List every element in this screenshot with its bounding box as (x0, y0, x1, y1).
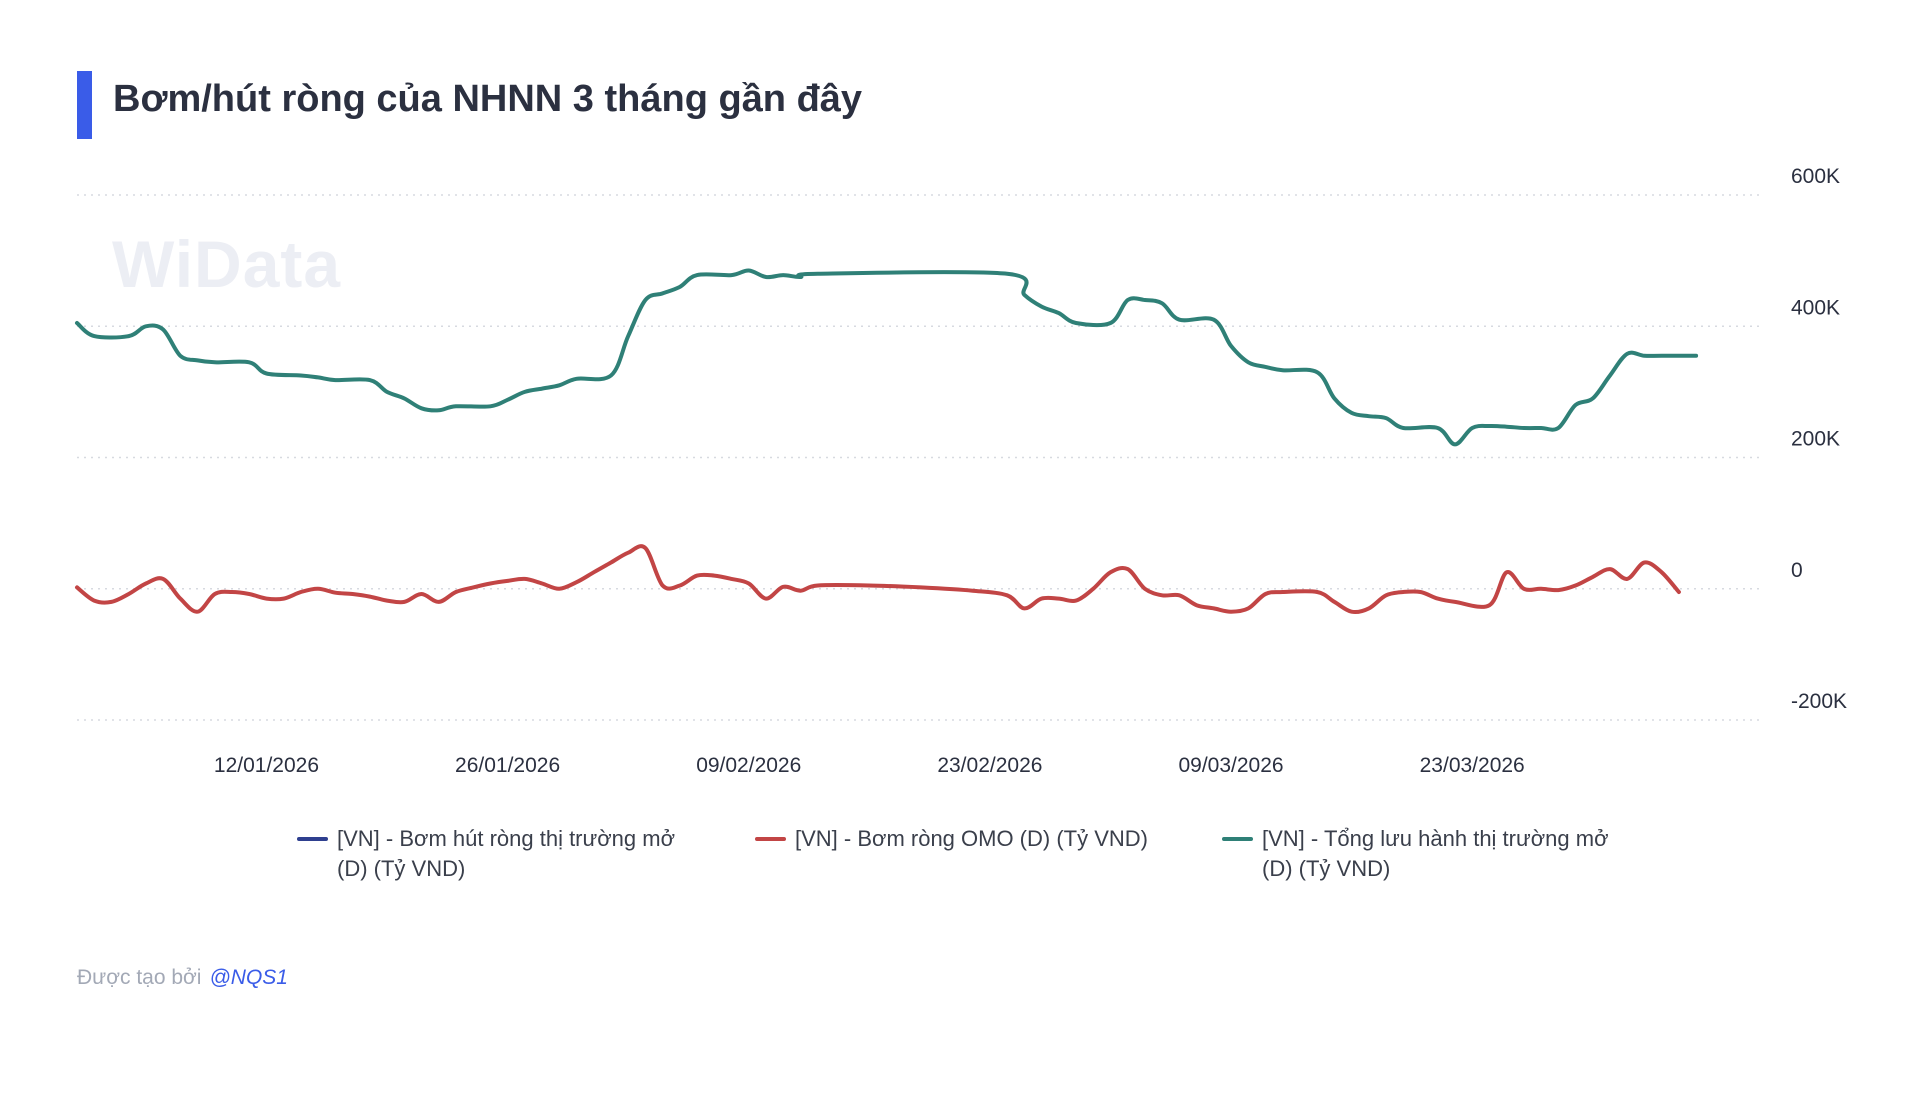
line-chart: -200K 0 200K 400K 600K 12/01/2026 26/01/2026 0… (75, 165, 1847, 777)
legend-label: [VN] - Bơm hút ròng thị trường mở (D) (T… (337, 826, 675, 881)
x-axis-labels: 12/01/2026 26/01/2026 09/02/2026 23/02/2026… (214, 754, 1525, 777)
legend-item-outstanding[interactable]: [VN] - Tổng lưu hành thị trường mở (D) (… (1222, 824, 1632, 884)
chart-title: Bơm/hút ròng của NHNN 3 tháng gần đây (113, 78, 863, 120)
legend-label: [VN] - Tổng lưu hành thị trường mở (D) (… (1262, 826, 1609, 881)
y-tick-label: 600K (1791, 165, 1840, 188)
series-line-2[interactable] (75, 268, 1699, 447)
legend-swatch (1222, 837, 1253, 841)
author-link[interactable]: @NQS1 (209, 966, 288, 989)
legend-swatch (297, 837, 328, 841)
legend-label: [VN] - Bơm ròng OMO (D) (Tỷ VND) (795, 826, 1148, 851)
footer-created-by: Được tạo bởi (77, 966, 202, 989)
x-tick-label: 09/03/2026 (1178, 754, 1283, 777)
y-tick-label: 200K (1791, 428, 1840, 451)
legend-item-net-open-market[interactable]: [VN] - Bơm hút ròng thị trường mở (D) (T… (297, 824, 707, 884)
y-tick-label: 0 (1791, 559, 1803, 582)
title-accent-bar (77, 71, 92, 139)
footer-credit: Được tạo bởi @NQS1 (77, 966, 288, 990)
y-tick-label: -200K (1791, 690, 1847, 713)
x-tick-label: 23/03/2026 (1420, 754, 1525, 777)
x-tick-label: 23/02/2026 (937, 754, 1042, 777)
series-line-1[interactable] (75, 544, 1681, 615)
y-axis-labels: -200K 0 200K 400K 600K (1791, 165, 1847, 713)
x-tick-label: 26/01/2026 (455, 754, 560, 777)
y-tick-label: 400K (1791, 296, 1840, 319)
legend-swatch (755, 837, 786, 841)
legend-item-omo[interactable]: [VN] - Bơm ròng OMO (D) (Tỷ VND) (755, 824, 1195, 854)
x-tick-label: 09/02/2026 (696, 754, 801, 777)
x-tick-label: 12/01/2026 (214, 754, 319, 777)
watermark-logo: WiData (112, 227, 342, 301)
series-lines (75, 268, 1699, 615)
